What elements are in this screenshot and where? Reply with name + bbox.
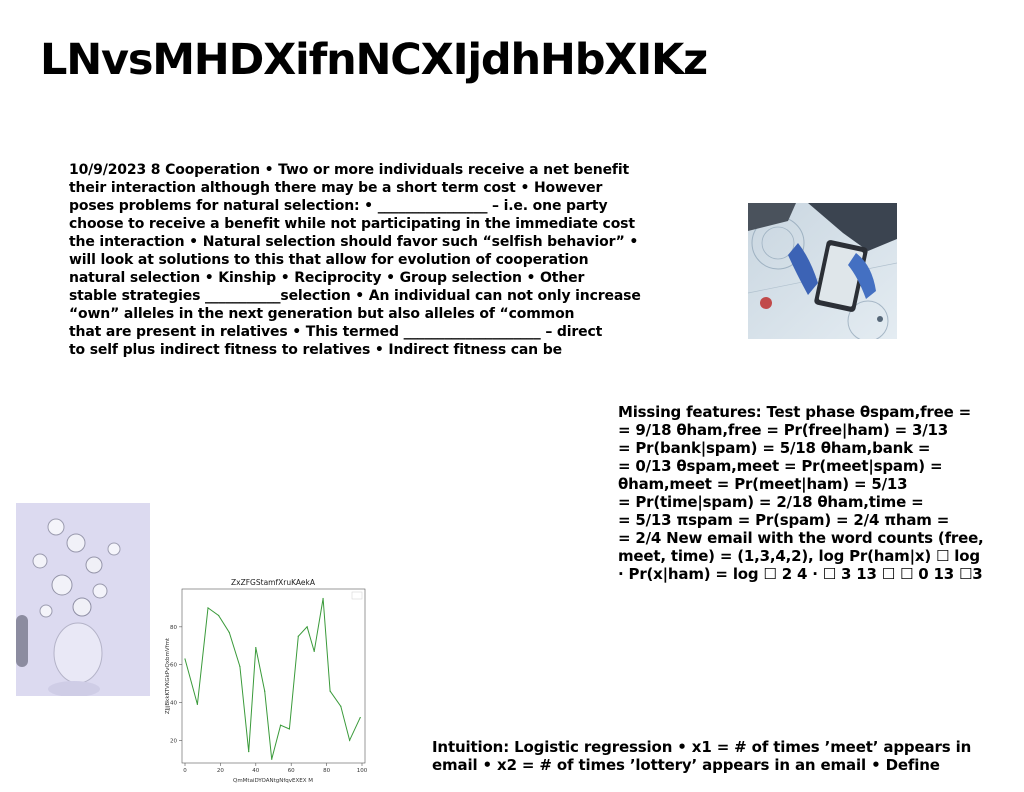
nb-line: = Pr(bank|spam) = 5/18 θham,bank = (618, 439, 931, 457)
bio-line: stable strategies ___________selection •… (69, 288, 641, 304)
x-tick-label: 100 (357, 768, 368, 774)
x-tick-label: 20 (217, 768, 224, 774)
data-point (239, 665, 241, 668)
crystals-photo (16, 503, 150, 696)
nb-line: = 5/13 πspam = Pr(spam) = 2/4 πham = (618, 511, 950, 529)
tablet-photo (748, 203, 897, 339)
page-title: LNvsMHDXifnNCXIjdhHbXIKz (40, 35, 708, 85)
series-line (184, 598, 361, 760)
axis-ticks: 0 20 40 60 80 100 20 40 60 80 (170, 625, 368, 774)
data-point (359, 717, 361, 719)
line-chart: ZxZFGStamfXruKAekA 0 20 40 60 80 100 20 40 60 80 … (160, 574, 370, 788)
bio-line: their interaction although there may be … (69, 180, 603, 196)
data-point (306, 626, 308, 628)
y-tick-label: 80 (170, 625, 177, 631)
chart-title: ZxZFGStamfXruKAekA (231, 578, 316, 587)
lr-line: email • x2 = # of times ’lottery’ appear… (432, 756, 940, 774)
nb-line: θham,meet = Pr(meet|ham) = 5/13 (618, 475, 908, 493)
series-points (184, 597, 361, 760)
bio-line: will look at solutions to this that allo… (69, 252, 589, 268)
bio-line: the interaction • Natural selection shou… (69, 234, 639, 250)
y-tick-label: 40 (170, 700, 177, 706)
nb-line: Missing features: Test phase θspam,free … (618, 403, 971, 421)
naive-bayes-text-block: Missing features: Test phase θspam,free … (618, 403, 1024, 583)
logistic-regression-text-block: Intuition: Logistic regression • x1 = # … (432, 738, 1022, 774)
x-tick-label: 80 (323, 768, 330, 774)
data-point (322, 597, 324, 600)
data-point (228, 631, 230, 634)
data-point (288, 728, 291, 730)
nb-line: = 0/13 θspam,meet = Pr(meet|spam) = (618, 457, 943, 475)
bio-line: 10/9/2023 8 Cooperation • Two or more in… (69, 162, 630, 178)
line-chart-svg: ZxZFGStamfXruKAekA 0 20 40 60 80 10020406080 … (165, 578, 368, 784)
data-point (271, 758, 273, 760)
bio-line: choose to receive a benefit while not pa… (69, 216, 635, 232)
plot-frame (181, 588, 366, 764)
x-tick-label: 60 (288, 768, 295, 774)
data-point (340, 705, 342, 707)
x-tick-label: 0 (183, 768, 187, 774)
data-point (279, 724, 282, 726)
bio-line: natural selection • Kinship • Reciprocit… (69, 270, 585, 286)
nb-line: = 9/18 θham,free = Pr(free|ham) = 3/13 (618, 421, 949, 439)
legend-box (351, 591, 363, 600)
data-point (329, 690, 331, 692)
data-point (207, 607, 209, 609)
data-point (255, 647, 257, 649)
nb-line: = 2/4 New email with the word counts (fr… (618, 529, 984, 547)
bio-line: “own” alleles in the next generation but… (69, 306, 575, 322)
data-point (218, 614, 220, 617)
nb-line: meet, time) = (1,3,4,2), log Pr(ham|x) ☐… (618, 547, 980, 565)
data-point (264, 690, 266, 692)
y-tick-label: 20 (170, 738, 177, 744)
nb-line: · Pr(x|ham) = log ☐ 2 4 · ☐ 3 13 ☐ ☐ 0 1… (618, 565, 983, 583)
nb-line: = Pr(time|spam) = 2/18 θham,time = (618, 493, 924, 511)
data-point (349, 739, 351, 741)
x-tick-label: 40 (252, 768, 259, 774)
bio-line: to self plus indirect fitness to relativ… (69, 342, 562, 358)
bio-text-block: 10/9/2023 8 Cooperation • Two or more in… (69, 161, 689, 359)
y-axis-label: ZJjjBkkKTVKGkPvQxbmVfmt (165, 637, 171, 714)
data-point (184, 658, 186, 660)
bio-line: poses problems for natural selection: • … (69, 198, 608, 214)
data-point (196, 703, 198, 705)
data-point (297, 635, 299, 637)
x-axis-label: QmMtaiDYOANtgNfqvEXEX M (233, 778, 313, 784)
y-tick-label: 60 (170, 663, 177, 669)
bio-line: that are present in relatives • This ter… (69, 324, 603, 340)
data-point (248, 751, 250, 753)
lr-line: Intuition: Logistic regression • x1 = # … (432, 738, 972, 756)
data-point (313, 650, 315, 653)
